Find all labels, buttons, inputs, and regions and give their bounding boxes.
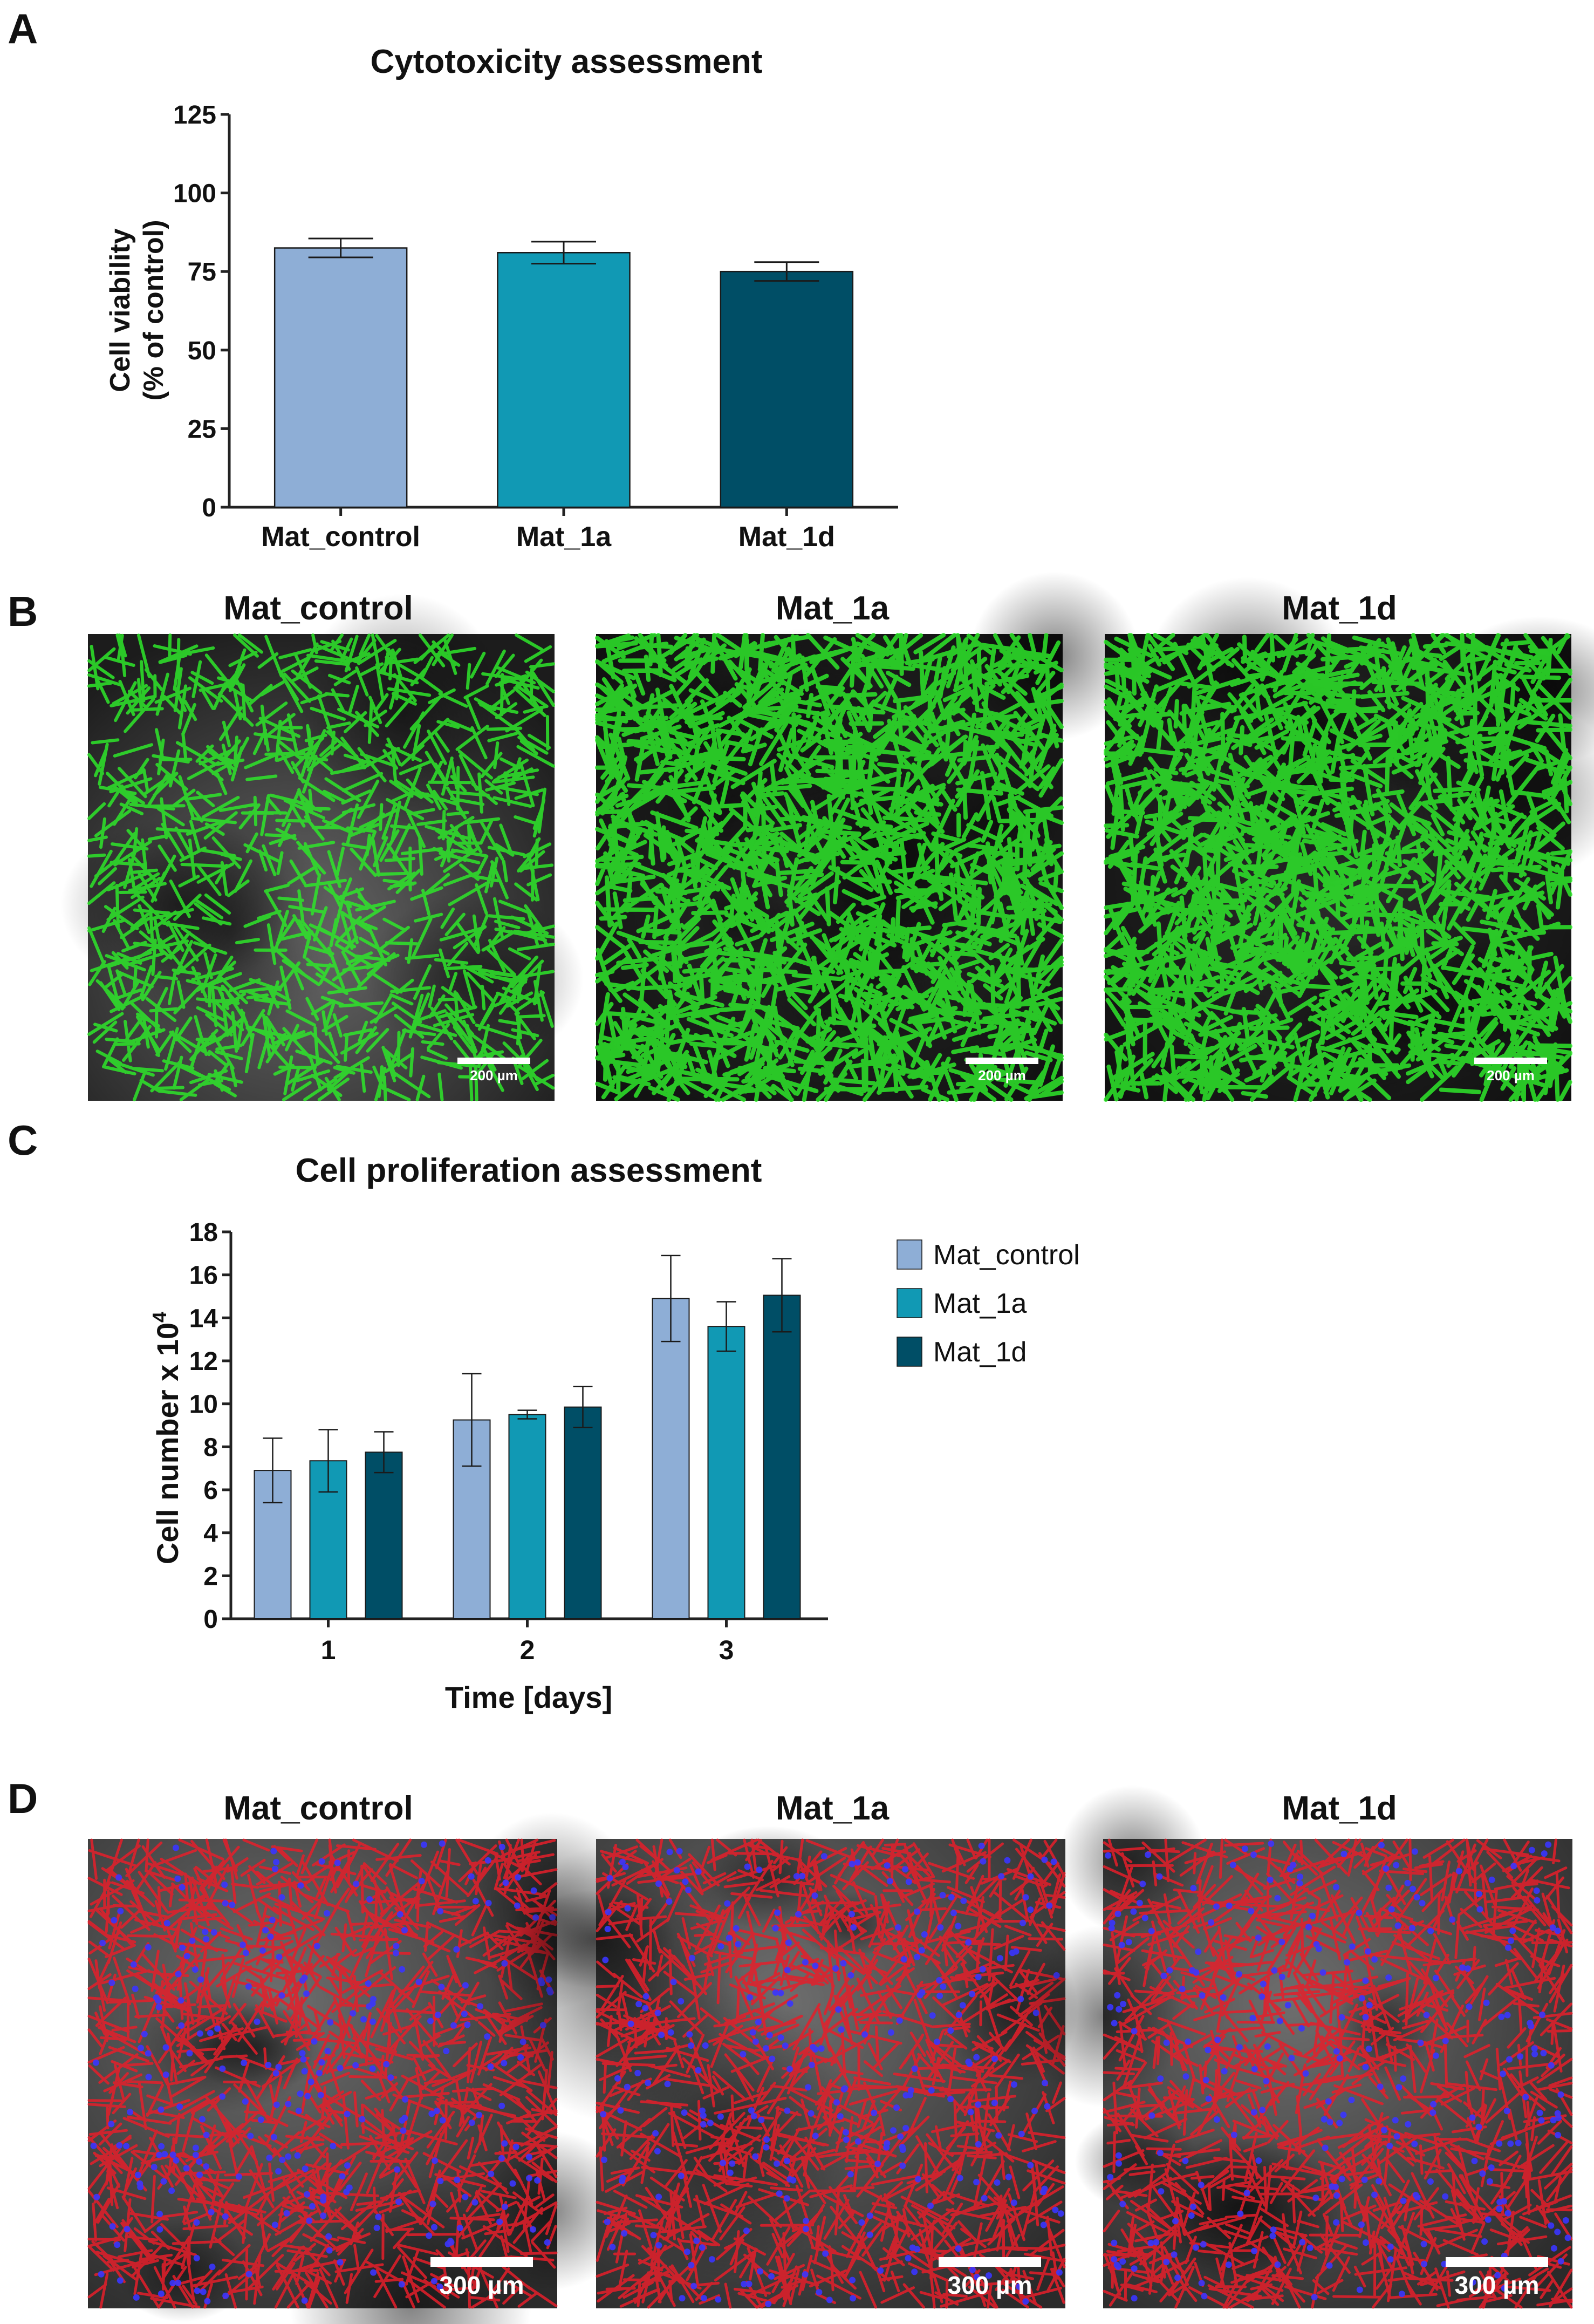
legend-swatch [897,1337,922,1367]
chart-c-bar [564,1406,602,1619]
chart-c-bar [707,1326,745,1619]
chart-a-y-tick-label: 75 [188,258,216,287]
panel-d-title: Mat_control [223,1790,413,1827]
chart-c-y-tick-label: 8 [203,1433,218,1462]
chart-c-bar [652,1298,690,1620]
legend-swatch [897,1288,922,1318]
chart-c-y-tick-label: 16 [189,1262,218,1290]
chart-c-x-tick-label: 3 [719,1635,734,1665]
chart-c-legend: Mat_control Mat_1a Mat_1d [897,1239,1080,1368]
chart-c-y-tick-label: 10 [189,1391,218,1419]
panel-b-scale-bar [457,1058,530,1064]
panel-d-fluorescence: Mat_control 300 µm Mat_1a 300 µm Mat_1d 300 µ… [87,1785,1573,2324]
chart-a-y-tick-label: 0 [202,494,216,522]
panel-b-image-2: 200 µm [595,571,1140,1102]
panel-b-title: Mat_1a [776,590,890,627]
panel-letter-c: C [8,1116,38,1164]
panel-letter-d: D [8,1775,38,1822]
panel-b-cells [595,633,1064,1102]
panel-b-scale-label: 200 µm [978,1067,1026,1083]
panel-d-image-2: 300 µm [490,1825,1078,2309]
chart-c-x-tick-label: 1 [321,1635,336,1665]
chart-a-x-tick-label: Mat_1a [516,521,612,553]
panel-b-scale-label: 200 µm [1487,1067,1535,1083]
chart-c-ylabel-main: Cell number x 10 [150,1323,184,1564]
panel-letter-b: B [8,588,38,635]
chart-a-y-tick-label: 100 [173,180,216,208]
chart-c-ylabel-sup: 4 [148,1312,170,1323]
chart-a-y-tick-label: 125 [173,101,216,130]
chart-c-ylabel: Cell number x 104 [148,1312,184,1564]
legend-label: Mat_1d [933,1337,1027,1368]
chart-a-x-tick-label: Mat_control [261,521,420,553]
chart-c-x-tick-label: 2 [520,1635,535,1665]
legend-label: Mat_1a [933,1288,1027,1319]
panel-d-cells [1103,1838,1573,2309]
panel-b-image-1: 200 µm [60,593,584,1101]
panel-d-scale-bar [430,2257,533,2267]
panel-b-scale-bar [966,1058,1038,1064]
panel-b-image-3: 200 µm [1104,577,1594,1105]
proliferation-chart: Cell proliferation assessment Cell numbe… [148,1152,1080,1714]
chart-c-y-tick-label: 18 [189,1218,218,1247]
chart-c-y-tick-label: 12 [189,1347,218,1376]
panel-b-pore [60,817,295,992]
chart-c-title: Cell proliferation assessment [296,1152,762,1189]
panel-d-scale-bar [939,2257,1041,2267]
chart-c-bar [365,1451,403,1620]
chart-c-y-tick-label: 14 [189,1304,218,1333]
chart-a-title: Cytotoxicity assessment [370,43,762,80]
chart-a-ylabel-line2: (% of control) [138,220,169,400]
panel-b-cells [87,633,555,1101]
panel-d-scale-label: 300 µm [948,2271,1032,2299]
chart-a-y-tick-label: 50 [188,337,216,365]
panel-b-scale-label: 200 µm [470,1067,518,1083]
chart-c-bar [763,1294,801,1619]
chart-c-y-tick-label: 2 [203,1562,218,1591]
chart-a-ylabel-line1: Cell viability [105,228,136,392]
panel-b-pore [969,571,1140,741]
chart-a-y-tick-label: 25 [188,415,216,444]
legend-label: Mat_control [933,1239,1080,1271]
panel-b-cells [1104,633,1572,1102]
panel-d-scale-label: 300 µm [440,2271,524,2299]
chart-c-bar [508,1414,546,1619]
chart-c-y-tick-label: 6 [203,1476,218,1505]
panel-d-scale-bar [1446,2257,1548,2267]
cytotoxicity-chart: Cytotoxicity assessment Cell viability (… [105,43,898,553]
panel-letter-a: A [8,5,38,52]
panel-d-pore [1058,1785,1206,1935]
panel-d-title: Mat_1a [776,1790,890,1827]
panel-d-image-3: 300 µm [1024,1785,1573,2309]
chart-a-bar [273,247,408,508]
legend-swatch [897,1239,922,1270]
chart-c-y-tick-label: 4 [203,1519,218,1548]
chart-c-y-tick-label: 0 [203,1605,218,1634]
chart-a-bar [497,252,631,508]
chart-a-bar [720,270,854,508]
chart-a-x-tick-label: Mat_1d [738,521,835,553]
chart-c-xlabel: Time [days] [445,1680,612,1714]
panel-b-scale-bar [1474,1058,1547,1064]
panel-d-title: Mat_1d [1282,1790,1397,1827]
panel-d-scale-label: 300 µm [1455,2271,1540,2299]
